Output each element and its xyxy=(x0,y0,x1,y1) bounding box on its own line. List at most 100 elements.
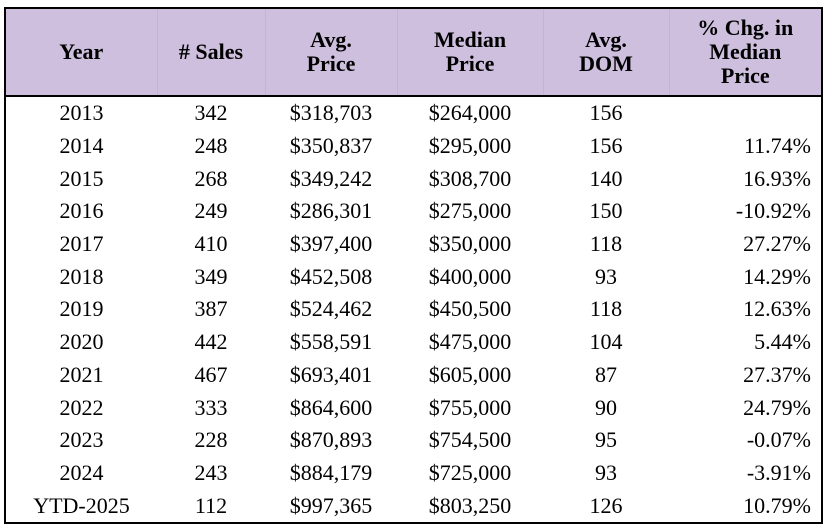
cell-avg-price: $318,703 xyxy=(289,100,373,126)
table-row: 2014 248 $350,837 $295,000 156 11.74% xyxy=(6,130,821,163)
table-row: 2017 410 $397,400 $350,000 118 27.27% xyxy=(6,228,821,261)
table-row: 2016 249 $286,301 $275,000 150 -10.92% xyxy=(6,195,821,228)
cell-year: 2022 xyxy=(59,394,104,420)
header-sales-line: # Sales xyxy=(178,39,244,64)
cell-sales: 467 xyxy=(194,361,228,387)
cell-sales: 442 xyxy=(194,329,228,355)
header-sales: # Sales xyxy=(156,9,265,97)
cell-avg-dom: 104 xyxy=(589,329,623,355)
cell-pct-chg: 24.79% xyxy=(743,394,811,420)
cell-median-price: $450,500 xyxy=(428,296,512,322)
header-pct-chg-line-3: Price xyxy=(720,63,770,88)
cell-year: 2019 xyxy=(59,296,104,322)
cell-median-price: $754,500 xyxy=(428,427,512,453)
header-pct-chg: % Chg. in Median Price xyxy=(668,9,821,97)
cell-avg-price: $350,837 xyxy=(289,133,373,159)
cell-median-price: $275,000 xyxy=(428,198,512,224)
cell-year: 2021 xyxy=(59,361,104,387)
cell-year: 2024 xyxy=(59,459,104,485)
cell-avg-price: $864,600 xyxy=(289,394,373,420)
header-year-line: Year xyxy=(59,39,104,64)
cell-avg-dom: 95 xyxy=(595,427,617,453)
cell-avg-dom: 150 xyxy=(589,198,623,224)
table-row: 2019 387 $524,462 $450,500 118 12.63% xyxy=(6,293,821,326)
cell-median-price: $605,000 xyxy=(428,361,512,387)
header-avg-dom-line-1: Avg. xyxy=(585,27,627,52)
cell-sales: 342 xyxy=(194,100,228,126)
table-row: 2020 442 $558,591 $475,000 104 5.44% xyxy=(6,326,821,359)
cell-pct-chg: 16.93% xyxy=(743,165,811,191)
cell-pct-chg: 27.37% xyxy=(743,361,811,387)
cell-median-price: $350,000 xyxy=(428,231,512,257)
header-median-price: Median Price xyxy=(396,9,543,97)
header-avg-price-line-1: Avg. xyxy=(310,27,352,52)
cell-sales: 387 xyxy=(194,296,228,322)
cell-avg-dom: 90 xyxy=(595,394,617,420)
header-year: Year xyxy=(6,9,157,97)
cell-pct-chg: 27.27% xyxy=(743,231,811,257)
header-pct-chg-line-2: Median xyxy=(709,39,782,64)
table-row: 2023 228 $870,893 $754,500 95 -0.07% xyxy=(6,424,821,457)
cell-sales: 333 xyxy=(194,394,228,420)
cell-sales: 243 xyxy=(194,459,228,485)
cell-year: YTD-2025 xyxy=(33,492,130,518)
cell-year: 2013 xyxy=(59,100,104,126)
cell-pct-chg: 11.74% xyxy=(743,133,811,159)
cell-avg-dom: 118 xyxy=(589,231,623,257)
cell-avg-dom: 156 xyxy=(589,100,623,126)
cell-sales: 228 xyxy=(194,427,228,453)
cell-avg-price: $286,301 xyxy=(289,198,373,224)
cell-median-price: $475,000 xyxy=(428,329,512,355)
table-row: 2021 467 $693,401 $605,000 87 27.37% xyxy=(6,359,821,392)
cell-year: 2018 xyxy=(59,263,104,289)
cell-avg-dom: 118 xyxy=(589,296,623,322)
table-row: 2024 243 $884,179 $725,000 93 -3.91% xyxy=(6,457,821,490)
table-row: 2018 349 $452,508 $400,000 93 14.29% xyxy=(6,260,821,293)
cell-avg-price: $349,242 xyxy=(289,165,373,191)
cell-median-price: $400,000 xyxy=(428,263,512,289)
header-avg-price-line-2: Price xyxy=(306,51,356,76)
cell-median-price: $308,700 xyxy=(428,165,512,191)
sales-history-table: Year # Sales Avg. Price Median Price Avg… xyxy=(6,9,821,522)
header-median-price-line-2: Price xyxy=(445,51,495,76)
cell-year: 2020 xyxy=(59,329,104,355)
cell-pct-chg: -10.92% xyxy=(735,198,811,224)
cell-year: 2016 xyxy=(59,198,104,224)
cell-avg-price: $524,462 xyxy=(289,296,373,322)
cell-pct-chg: 12.63% xyxy=(743,296,811,322)
cell-avg-dom: 87 xyxy=(595,361,617,387)
cell-avg-dom: 126 xyxy=(589,492,623,518)
cell-avg-dom: 93 xyxy=(595,459,617,485)
header-avg-dom-line-2: DOM xyxy=(579,51,633,76)
cell-median-price: $755,000 xyxy=(428,394,512,420)
cell-median-price: $725,000 xyxy=(428,459,512,485)
cell-median-price: $295,000 xyxy=(428,133,512,159)
table-row: 2013 342 $318,703 $264,000 156 xyxy=(6,96,821,130)
sales-table-frame: Year # Sales Avg. Price Median Price Avg… xyxy=(4,7,823,524)
cell-sales: 349 xyxy=(194,263,228,289)
cell-pct-chg: 14.29% xyxy=(743,263,811,289)
cell-sales: 249 xyxy=(194,198,228,224)
table-body: 2013 342 $318,703 $264,000 156 2014 248 … xyxy=(6,96,821,522)
table-row: 2015 268 $349,242 $308,700 140 16.93% xyxy=(6,162,821,195)
cell-avg-price: $397,400 xyxy=(289,231,373,257)
cell-pct-chg xyxy=(669,96,821,130)
cell-sales: 410 xyxy=(194,231,228,257)
cell-year: 2014 xyxy=(59,133,104,159)
cell-avg-price: $558,591 xyxy=(289,329,373,355)
cell-year: 2017 xyxy=(59,231,104,257)
cell-pct-chg: -3.91% xyxy=(746,459,811,485)
cell-pct-chg: 10.79% xyxy=(743,492,811,518)
table-row: YTD-2025 112 $997,365 $803,250 126 10.79… xyxy=(6,489,821,522)
header-pct-chg-line-1: % Chg. in xyxy=(697,15,794,40)
cell-avg-dom: 140 xyxy=(589,165,623,191)
cell-sales: 248 xyxy=(194,133,228,159)
cell-median-price: $803,250 xyxy=(428,492,512,518)
header-row: Year # Sales Avg. Price Median Price Avg… xyxy=(6,9,821,97)
cell-year: 2023 xyxy=(59,427,104,453)
header-median-price-line-1: Median xyxy=(433,27,507,52)
cell-sales: 112 xyxy=(194,492,228,518)
cell-avg-price: $997,365 xyxy=(289,492,373,518)
cell-pct-chg: -0.07% xyxy=(746,427,811,453)
cell-avg-price: $884,179 xyxy=(289,459,373,485)
